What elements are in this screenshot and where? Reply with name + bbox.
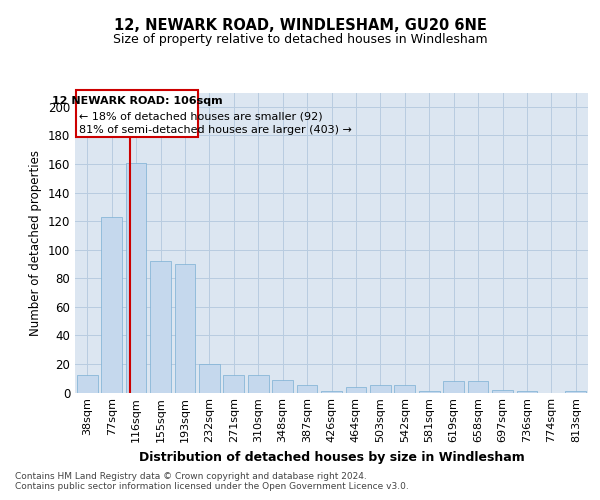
Text: ← 18% of detached houses are smaller (92): ← 18% of detached houses are smaller (92… <box>79 111 322 121</box>
X-axis label: Distribution of detached houses by size in Windlesham: Distribution of detached houses by size … <box>139 451 524 464</box>
Text: Size of property relative to detached houses in Windlesham: Size of property relative to detached ho… <box>113 32 487 46</box>
Bar <box>517 391 538 392</box>
Bar <box>565 391 586 392</box>
Bar <box>248 376 269 392</box>
Bar <box>419 391 440 392</box>
Bar <box>394 386 415 392</box>
Y-axis label: Number of detached properties: Number of detached properties <box>29 150 42 336</box>
Bar <box>272 380 293 392</box>
Bar <box>296 386 317 392</box>
Bar <box>443 381 464 392</box>
Bar <box>370 386 391 392</box>
Bar <box>150 261 171 392</box>
Bar <box>346 387 367 392</box>
Bar <box>77 376 98 392</box>
Text: Contains HM Land Registry data © Crown copyright and database right 2024.: Contains HM Land Registry data © Crown c… <box>15 472 367 481</box>
Text: 12 NEWARK ROAD: 106sqm: 12 NEWARK ROAD: 106sqm <box>52 96 223 106</box>
Text: 12, NEWARK ROAD, WINDLESHAM, GU20 6NE: 12, NEWARK ROAD, WINDLESHAM, GU20 6NE <box>113 18 487 32</box>
Bar <box>101 217 122 392</box>
Bar <box>223 376 244 392</box>
Bar <box>199 364 220 392</box>
Bar <box>175 264 196 392</box>
Bar <box>321 391 342 392</box>
Bar <box>492 390 513 392</box>
Text: Contains public sector information licensed under the Open Government Licence v3: Contains public sector information licen… <box>15 482 409 491</box>
Bar <box>125 162 146 392</box>
Bar <box>467 381 488 392</box>
Text: 81% of semi-detached houses are larger (403) →: 81% of semi-detached houses are larger (… <box>79 126 352 136</box>
Bar <box>76 90 199 137</box>
